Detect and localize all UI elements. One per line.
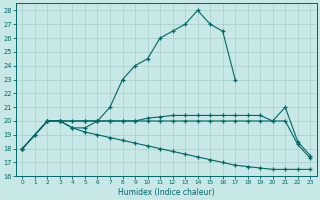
X-axis label: Humidex (Indice chaleur): Humidex (Indice chaleur) <box>118 188 215 197</box>
